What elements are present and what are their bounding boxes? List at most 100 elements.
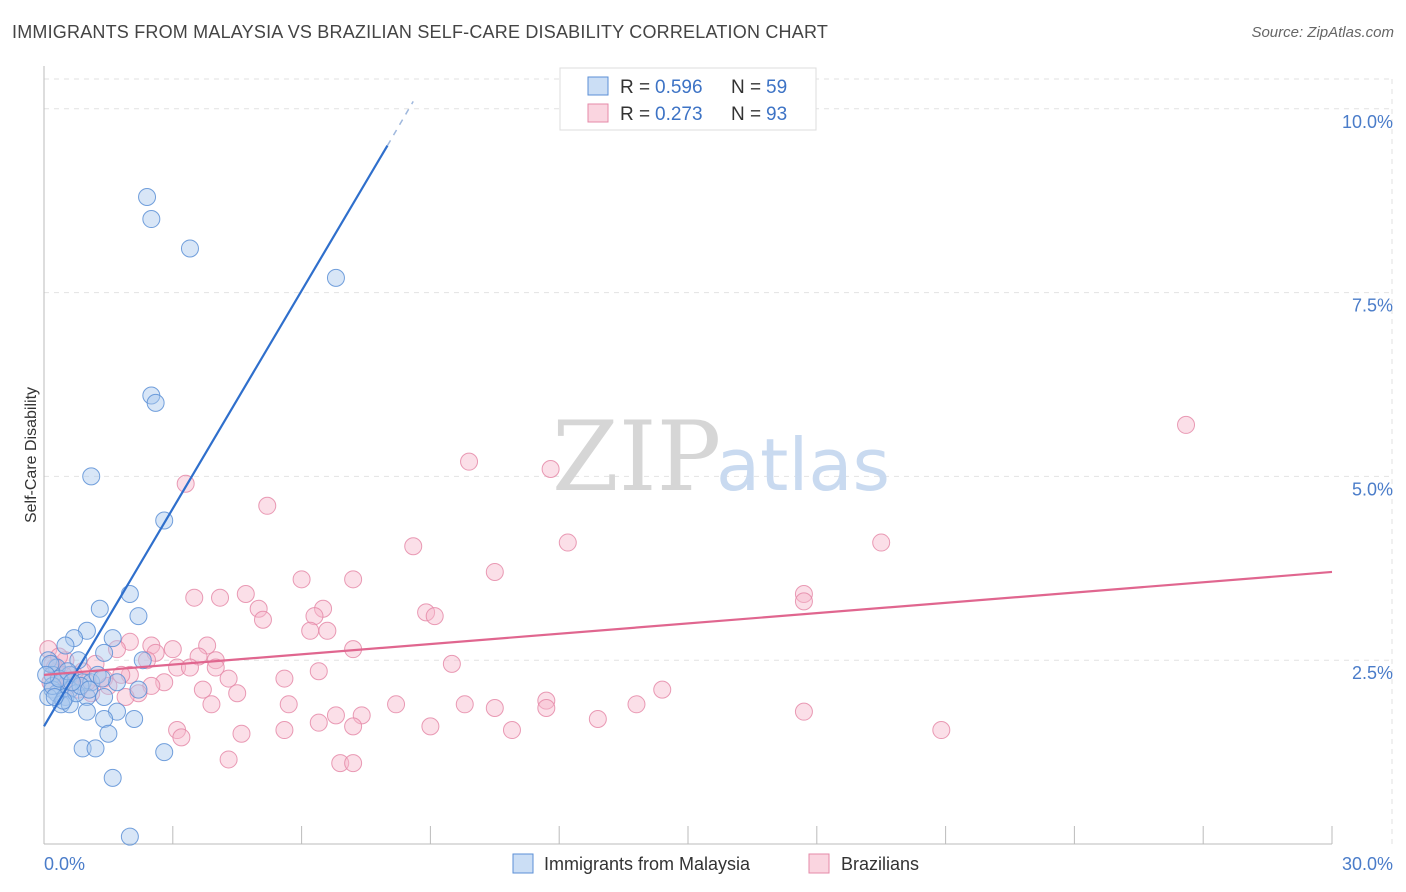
x-tick-label-max: 30.0% bbox=[1342, 854, 1393, 874]
brazilian-point bbox=[202, 695, 221, 714]
brazilian-point bbox=[502, 721, 521, 740]
brazilian-point bbox=[301, 621, 320, 640]
brazilian-point bbox=[228, 684, 247, 703]
brazilian-point bbox=[1177, 415, 1196, 434]
y-tick-label: 5.0% bbox=[1352, 479, 1393, 499]
legend-n-label-1: N = bbox=[731, 77, 761, 98]
brazilian-point bbox=[421, 717, 440, 736]
brazilian-point bbox=[387, 695, 406, 714]
legend-swatch-pink bbox=[587, 103, 609, 123]
legend-r-label-1: R = bbox=[620, 77, 650, 98]
brazilian-point bbox=[279, 695, 298, 714]
brazilian-point bbox=[485, 562, 504, 581]
malaysia-point bbox=[41, 654, 60, 673]
grid-layer bbox=[44, 78, 1393, 844]
brazilian-point bbox=[163, 640, 182, 659]
malaysia-point bbox=[129, 607, 148, 626]
brazilian-point bbox=[932, 721, 951, 740]
malaysia-point bbox=[82, 673, 101, 692]
brazilian-point bbox=[275, 721, 294, 740]
malaysia-point bbox=[125, 710, 144, 729]
malaysia-trend-extension bbox=[386, 101, 414, 146]
bottom-legend-label-brazilians: Brazilians bbox=[841, 854, 919, 874]
axis-layer: 2.5% 5.0% 7.5% 10.0% 0.0% 30.0% bbox=[43, 66, 1393, 874]
malaysia-point bbox=[90, 599, 109, 618]
malaysia-point bbox=[73, 739, 92, 758]
brazilian-point bbox=[309, 662, 328, 681]
malaysia-point bbox=[180, 239, 199, 258]
brazilian-point bbox=[211, 588, 230, 607]
points-layer bbox=[37, 187, 1196, 846]
malaysia-point bbox=[129, 680, 148, 699]
malaysia-point bbox=[95, 643, 114, 662]
chart-title: IMMIGRANTS FROM MALAYSIA VS BRAZILIAN SE… bbox=[12, 22, 829, 42]
brazilian-point bbox=[249, 599, 268, 618]
brazilian-point bbox=[344, 754, 363, 773]
brazilian-point bbox=[872, 533, 891, 552]
brazilian-point bbox=[344, 570, 363, 589]
malaysia-point bbox=[99, 724, 118, 743]
brazilian-point bbox=[219, 669, 238, 688]
malaysia-point bbox=[103, 629, 122, 648]
malaysia-point bbox=[133, 651, 152, 670]
legend-r-value-1: 0.596 bbox=[655, 77, 703, 98]
watermark-atlas: atlas bbox=[716, 423, 890, 507]
brazilian-point bbox=[588, 710, 607, 729]
malaysia-point bbox=[103, 768, 122, 787]
brazilian-point bbox=[292, 570, 311, 589]
malaysia-point bbox=[82, 467, 101, 486]
malaysia-point bbox=[146, 393, 165, 412]
malaysia-point bbox=[80, 680, 99, 699]
brazilian-point bbox=[305, 607, 324, 626]
brazilian-point bbox=[258, 496, 277, 515]
brazilian-point bbox=[318, 621, 337, 640]
brazilian-point bbox=[455, 695, 474, 714]
brazilian-point bbox=[309, 713, 328, 732]
brazilian-point bbox=[331, 754, 350, 773]
malaysia-point bbox=[95, 710, 114, 729]
brazilian-point bbox=[442, 654, 461, 673]
brazilian-point bbox=[653, 680, 672, 699]
brazilian-point bbox=[232, 724, 251, 743]
brazilian-point bbox=[541, 460, 560, 479]
brazilian-point bbox=[99, 676, 118, 695]
brazilian-point bbox=[794, 585, 813, 604]
brazilian-point bbox=[138, 651, 157, 670]
brazilian-point bbox=[485, 698, 504, 717]
bottom-legend-label-malaysia: Immigrants from Malaysia bbox=[544, 854, 751, 874]
malaysia-point bbox=[77, 702, 96, 721]
malaysia-point bbox=[86, 739, 105, 758]
y-tick-label: 10.0% bbox=[1342, 112, 1393, 132]
brazilian-point bbox=[253, 610, 272, 629]
trend-layer bbox=[43, 101, 1333, 727]
source-label: Source: ZipAtlas.com bbox=[1251, 24, 1394, 41]
legend-r-value-2: 0.273 bbox=[655, 104, 703, 125]
brazilian-point bbox=[627, 695, 646, 714]
legend-n-value-2: 93 bbox=[766, 104, 787, 125]
malaysia-point bbox=[120, 585, 139, 604]
y-tick-label: 7.5% bbox=[1352, 296, 1393, 316]
malaysia-point bbox=[43, 676, 62, 695]
brazilian-point bbox=[425, 607, 444, 626]
brazilian-point bbox=[206, 658, 225, 677]
brazilian-point bbox=[794, 592, 813, 611]
brazilian-point bbox=[404, 537, 423, 556]
legend-swatch-blue bbox=[587, 76, 609, 96]
brazilian-point bbox=[794, 702, 813, 721]
brazilian-point bbox=[344, 717, 363, 736]
legend-r-label-2: R = bbox=[620, 104, 650, 125]
brazilian-point bbox=[275, 669, 294, 688]
brazilian-point bbox=[39, 640, 58, 659]
brazilian-trend-line bbox=[43, 570, 1333, 676]
malaysia-point bbox=[95, 687, 114, 706]
malaysia-point bbox=[138, 187, 157, 206]
brazilian-point bbox=[180, 658, 199, 677]
brazilian-point bbox=[185, 588, 204, 607]
bottom-legend-swatch-pink bbox=[808, 853, 830, 874]
y-tick-label: 2.5% bbox=[1352, 663, 1393, 683]
brazilian-point bbox=[236, 585, 255, 604]
malaysia-point bbox=[56, 636, 75, 655]
malaysia-point bbox=[155, 743, 174, 762]
malaysia-point bbox=[120, 827, 139, 846]
malaysia-point bbox=[326, 268, 345, 287]
